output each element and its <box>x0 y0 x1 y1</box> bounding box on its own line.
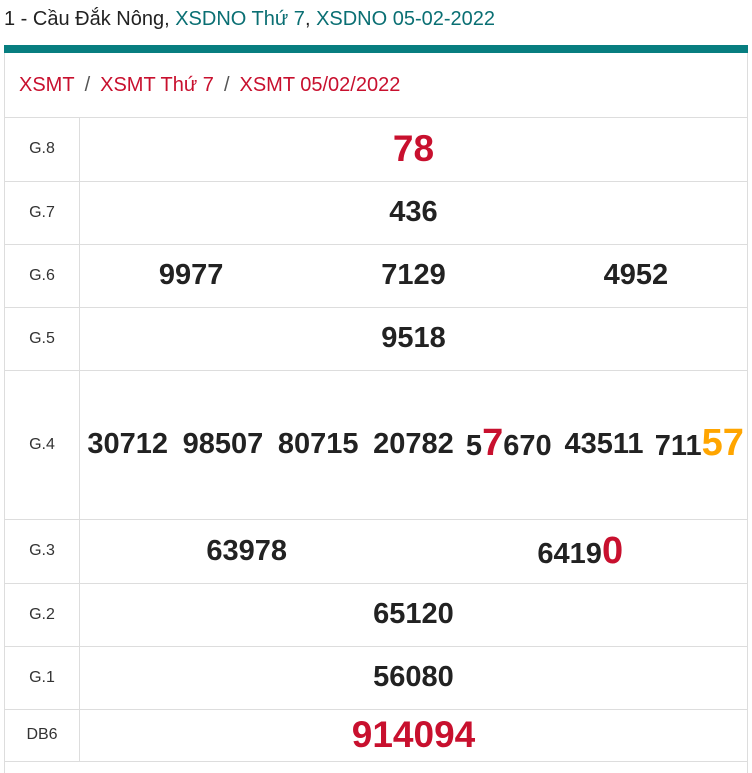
prize-numbers: 78 <box>80 128 747 170</box>
prize-row: G.6 9977 7129 4952 <box>5 244 747 308</box>
accent-bar <box>4 45 748 53</box>
heading-sep: , <box>304 8 317 30</box>
breadcrumb-xsmt[interactable]: XSMT <box>19 73 75 96</box>
prize-number: 43511 <box>556 423 651 466</box>
prize-cell: 914094 <box>79 709 747 762</box>
number-pre: 78 <box>392 128 435 170</box>
prize-number: 71157 <box>652 422 747 468</box>
number-pre: 9518 <box>381 322 446 354</box>
prize-numbers: 436 <box>80 196 747 229</box>
prize-numbers: 9518 <box>80 322 747 355</box>
prize-number: 65120 <box>80 598 747 631</box>
prize-row: DB6 914094 <box>5 709 747 762</box>
prize-cell: 78 <box>79 118 747 182</box>
prize-row: G.8 78 <box>5 118 747 182</box>
number-pre: 98507 <box>182 428 264 460</box>
prize-row: G.3 63978 64190 <box>5 519 747 584</box>
prize-label: G.8 <box>5 118 80 182</box>
number-pre: 63978 <box>206 534 288 567</box>
page-heading: 1 - Cầu Đắk Nông, XSDNO Thứ 7, XSDNO 05-… <box>4 8 495 31</box>
prize-number: 98507 <box>175 423 270 466</box>
prize-cell: 63978 64190 <box>79 519 747 584</box>
prize-label: G.4 <box>5 370 80 520</box>
number-pre: 80715 <box>277 428 359 460</box>
prize-cell: 9977 7129 4952 <box>79 244 747 308</box>
prize-label: G.7 <box>5 181 80 245</box>
breadcrumb-separator: / <box>223 73 230 96</box>
prize-label: G.2 <box>5 583 80 647</box>
number-hl: 57 <box>701 421 744 464</box>
prize-numbers: 30712 98507 80715 20782 57670 43511 71157 <box>80 422 747 468</box>
prize-label: G.6 <box>5 244 80 308</box>
prize-label: G.1 <box>5 646 80 710</box>
prize-cell: 56080 <box>79 646 747 710</box>
prize-number: 64190 <box>414 530 748 573</box>
prize-number: 9518 <box>80 322 747 355</box>
prize-number: 63978 <box>80 535 414 568</box>
prize-numbers: 63978 64190 <box>80 530 747 573</box>
prize-number: 20782 <box>366 423 461 466</box>
prize-number: 57670 <box>461 422 556 468</box>
heading-prefix: 1 - Cầu Đắk Nông, <box>4 8 176 30</box>
prize-number: 80715 <box>271 423 366 466</box>
number-hl: 0 <box>601 529 624 572</box>
prize-row: G.5 9518 <box>5 307 747 371</box>
number-pre: 20782 <box>373 428 454 460</box>
prize-number: 914094 <box>80 714 747 756</box>
number-pre: 43511 <box>564 428 644 460</box>
prize-number: 78 <box>80 128 747 170</box>
heading-link-date[interactable]: XSDNO 05-02-2022 <box>316 8 496 30</box>
prize-number: 9977 <box>80 259 302 292</box>
prize-numbers: 56080 <box>80 661 747 694</box>
prize-cell: 436 <box>79 181 747 245</box>
number-pre: 711 <box>654 429 702 462</box>
prize-number: 4952 <box>525 259 747 292</box>
prize-row: G.7 436 <box>5 181 747 245</box>
number-pre: 5 <box>465 429 483 462</box>
prize-number: 436 <box>80 196 747 229</box>
prize-row: G.2 65120 <box>5 583 747 647</box>
prize-numbers: 9977 7129 4952 <box>80 259 747 292</box>
prize-cell: 9518 <box>79 307 747 371</box>
number-pre: 4952 <box>603 259 669 291</box>
prize-row: G.1 56080 <box>5 646 747 710</box>
number-pre: 30712 <box>87 428 168 460</box>
prize-cell: 65120 <box>79 583 747 647</box>
number-pre: 6419 <box>537 537 602 570</box>
breadcrumb-xsmt-date[interactable]: XSMT 05/02/2022 <box>239 73 401 96</box>
breadcrumb: XSMT / XSMT Thứ 7 / XSMT 05/02/2022 <box>5 53 747 118</box>
breadcrumb-separator: / <box>84 73 91 96</box>
number-pre: 7129 <box>381 259 446 291</box>
number-pre: 914094 <box>351 714 476 755</box>
prize-label: DB6 <box>5 709 80 762</box>
number-pre: 65120 <box>373 598 454 630</box>
prize-number: 30712 <box>80 423 175 466</box>
number-pre: 9977 <box>158 259 224 291</box>
prize-label: G.3 <box>5 519 80 584</box>
prize-number: 7129 <box>302 259 524 292</box>
results-table: G.8 78 G.7 436 G.6 9977 7129 4952 G.5 9518 G.4 3071… <box>5 118 747 762</box>
number-hl: 7 <box>482 421 504 464</box>
prize-cell: 30712 98507 80715 20782 57670 43511 71157 <box>79 370 747 520</box>
prize-number: 56080 <box>80 661 747 694</box>
breadcrumb-xsmt-thu7[interactable]: XSMT Thứ 7 <box>100 73 214 96</box>
heading-link-day[interactable]: XSDNO Thứ 7 <box>175 8 305 30</box>
number-pre: 436 <box>389 196 438 228</box>
number-post: 670 <box>503 429 552 462</box>
prize-numbers: 914094 <box>80 714 747 756</box>
results-card: XSMT / XSMT Thứ 7 / XSMT 05/02/2022 G.8 7… <box>4 53 748 773</box>
prize-numbers: 65120 <box>80 598 747 631</box>
prize-label: G.5 <box>5 307 80 371</box>
number-pre: 56080 <box>373 661 454 693</box>
prize-row: G.4 30712 98507 80715 20782 57670 43511 71157 <box>5 370 747 520</box>
